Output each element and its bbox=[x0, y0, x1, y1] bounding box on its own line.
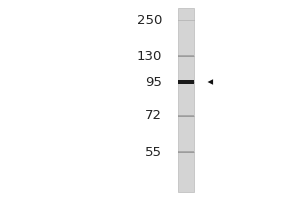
Bar bbox=[178, 8, 194, 192]
Text: 250: 250 bbox=[136, 14, 162, 26]
Bar bbox=[178, 115, 194, 117]
Bar bbox=[178, 55, 194, 57]
Text: 130: 130 bbox=[136, 49, 162, 62]
Text: 72: 72 bbox=[145, 109, 162, 122]
Text: 55: 55 bbox=[145, 146, 162, 158]
Bar bbox=[178, 151, 194, 153]
Text: 95: 95 bbox=[145, 75, 162, 88]
Bar bbox=[178, 80, 194, 84]
